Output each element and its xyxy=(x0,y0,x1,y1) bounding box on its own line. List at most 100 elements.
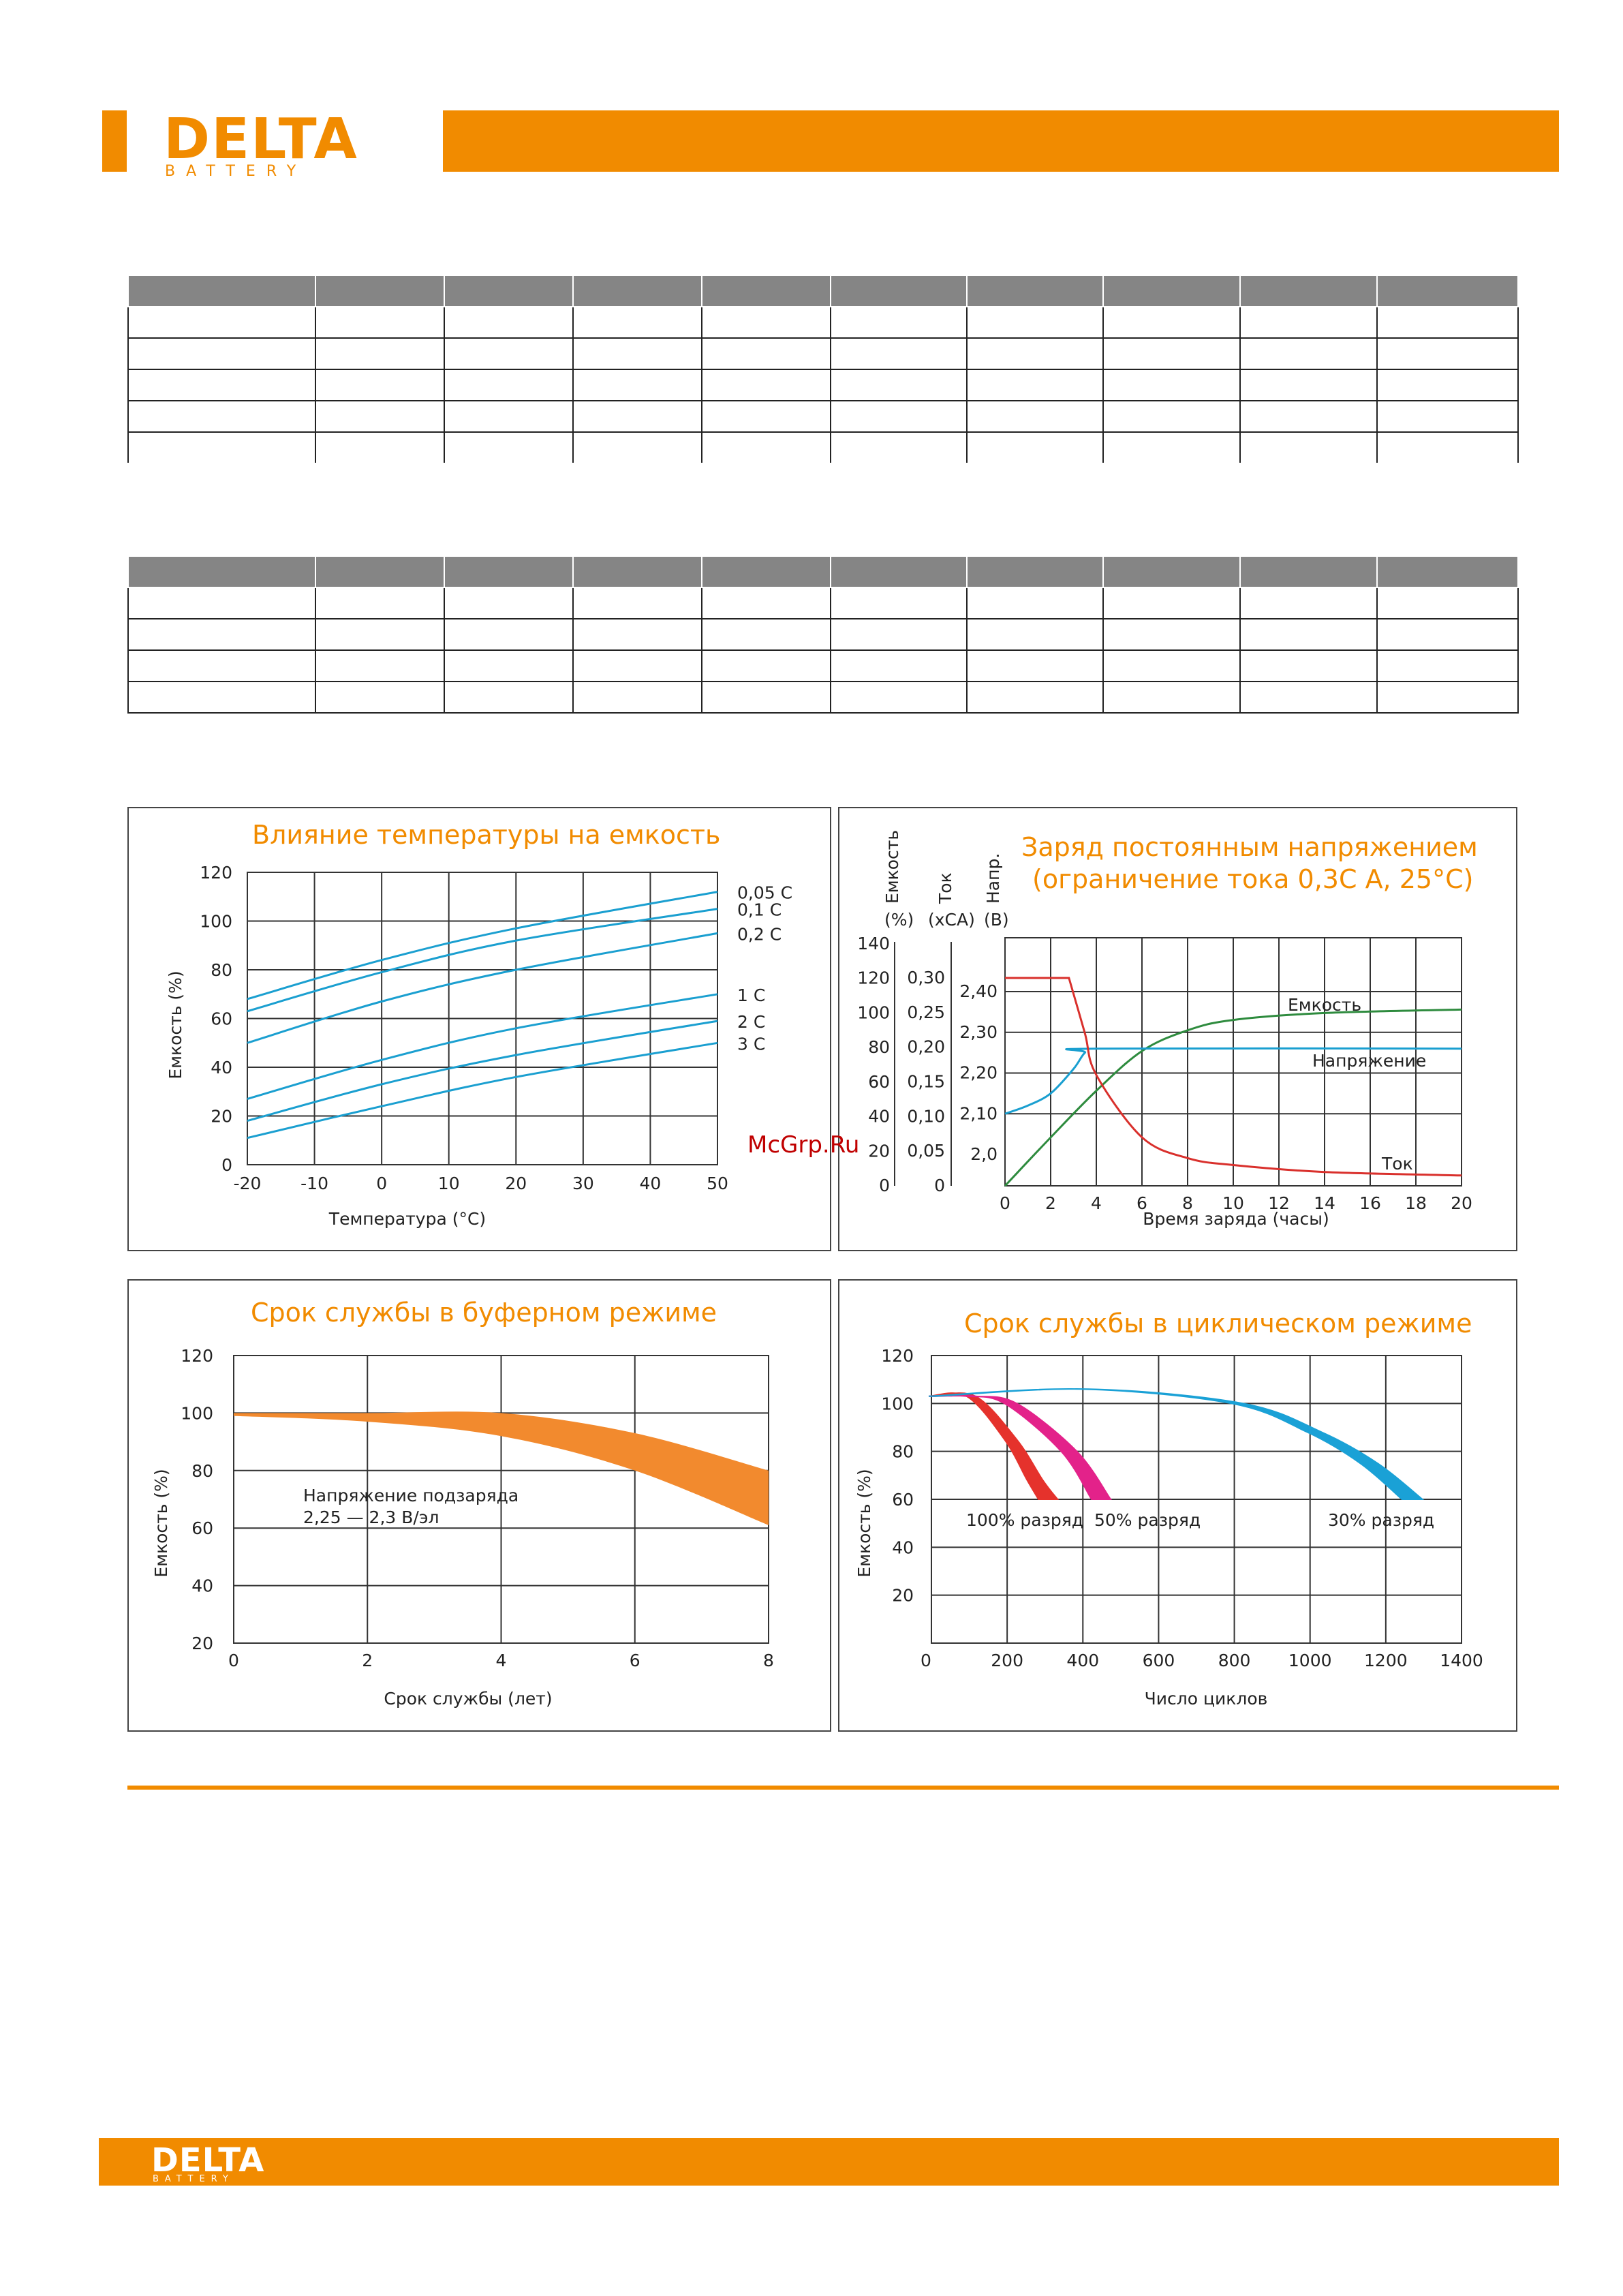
label-50: 50% разряд xyxy=(1094,1510,1201,1530)
table-row xyxy=(127,401,1519,433)
axis1-title: Емкость xyxy=(882,830,902,904)
current-tick-label: 0,20 xyxy=(907,1037,945,1057)
footer-bar xyxy=(99,2138,1559,2186)
series-label: 0,1 С xyxy=(737,900,782,920)
table-header-row xyxy=(127,275,1519,307)
x-tick-label: 10 xyxy=(1222,1193,1244,1213)
x-tick-label: 14 xyxy=(1314,1193,1335,1213)
y-tick-label: 60 xyxy=(211,1009,232,1029)
voltage-tick-label: 2,40 xyxy=(959,981,998,1001)
x-tick-label: 600 xyxy=(1143,1651,1175,1670)
delta-logo: DELTA BATTERY xyxy=(164,109,358,177)
voltage-tick-label: 2,30 xyxy=(959,1022,998,1042)
y-tick-label: 80 xyxy=(191,1461,213,1481)
logo-subtitle: BATTERY xyxy=(165,163,307,177)
logo-wordmark: DELTA xyxy=(164,109,358,172)
axis2-title: Ток xyxy=(936,872,955,904)
float-life-band xyxy=(234,1411,769,1525)
x-tick-label: 4 xyxy=(496,1651,507,1670)
cycle-curve-30 xyxy=(928,1388,1425,1500)
x-tick-label: 0 xyxy=(921,1651,931,1670)
capacity-tick-label: 100 xyxy=(857,1002,890,1022)
x-tick-label: 8 xyxy=(763,1651,774,1670)
series-label: 0,05 С xyxy=(737,883,792,903)
table-row xyxy=(127,619,1519,651)
label-30: 30% разряд xyxy=(1328,1510,1434,1530)
x-tick-label: 50 xyxy=(707,1174,728,1193)
x-tick-label: 4 xyxy=(1091,1193,1102,1213)
chart-title: Срок службы в буферном режиме xyxy=(251,1298,717,1328)
y-axis-label: Емкость (%) xyxy=(166,970,185,1079)
x-tick-label: 0 xyxy=(376,1174,387,1193)
temperature-series-line xyxy=(247,932,718,1044)
note-line2: 2,25 — 2,3 В/эл xyxy=(303,1507,439,1527)
current-tick-label: 0,05 xyxy=(907,1141,945,1161)
voltage-tick-label: 2,0 xyxy=(970,1144,998,1164)
label-100: 100% разряд xyxy=(966,1510,1083,1530)
table-row xyxy=(127,369,1519,401)
x-tick-label: 10 xyxy=(438,1174,460,1193)
chart-cycle-life-panel: Срок службы в циклическом режиме 0 200 400… xyxy=(838,1279,1517,1732)
table-header-row xyxy=(127,555,1519,588)
x-tick-label: 16 xyxy=(1359,1193,1381,1213)
legend-capacity: Емкость xyxy=(1288,995,1361,1015)
y-tick-label: 120 xyxy=(881,1346,914,1366)
temperature-series-line xyxy=(247,908,718,1013)
series-label: 0,2 С xyxy=(737,924,782,944)
series-label: 2 С xyxy=(737,1012,765,1032)
x-tick-label: 1400 xyxy=(1440,1651,1483,1670)
capacity-curve xyxy=(1004,1008,1462,1187)
current-tick-label: 0,30 xyxy=(907,968,945,988)
current-tick-label: 0 xyxy=(934,1176,945,1195)
y-tick-label: 0 xyxy=(221,1155,232,1175)
capacity-tick-label: 40 xyxy=(868,1107,890,1127)
x-tick-label: 1000 xyxy=(1288,1651,1332,1670)
y-tick-label: 120 xyxy=(181,1346,213,1366)
x-tick-label: 200 xyxy=(991,1651,1023,1670)
chart-float-life: Срок службы в буферном режиме 0 2 4 6 8 20 40 6… xyxy=(151,1298,774,1709)
axis2-unit: (хСА) xyxy=(928,910,975,930)
temperature-series-line xyxy=(247,993,718,1100)
temperature-series-line xyxy=(247,1041,718,1139)
x-tick-label: 1200 xyxy=(1364,1651,1408,1670)
axis3-unit: (В) xyxy=(984,910,1009,930)
chart-float-life-panel: Срок службы в буферном режиме 0 2 4 6 8 20 40 6… xyxy=(127,1279,831,1732)
chart-charge: Заряд постоянным напряжением (ограничени… xyxy=(857,830,1478,1229)
series-label: 1 С xyxy=(737,985,765,1005)
footer-logo: DELTA BATTERY xyxy=(151,2142,264,2184)
x-tick-label: 18 xyxy=(1405,1193,1427,1213)
header-left-mark xyxy=(102,110,127,172)
x-tick-label: 6 xyxy=(1137,1193,1147,1213)
voltage-curve xyxy=(1004,1047,1462,1115)
x-axis-label: Время заряда (часы) xyxy=(1143,1209,1329,1229)
table-row xyxy=(127,650,1519,682)
footer-logo-subtitle: BATTERY xyxy=(153,2174,234,2184)
table-row xyxy=(127,338,1519,370)
capacity-tick-label: 120 xyxy=(857,968,890,988)
cycle-curve-50 xyxy=(928,1395,1112,1500)
x-tick-label: 8 xyxy=(1182,1193,1193,1213)
chart-temperature: Влияние температуры на емкость -20 -10 0 10… xyxy=(166,820,792,1229)
chart-cycle-life: Срок службы в циклическом режиме 0 200 400… xyxy=(854,1308,1483,1709)
capacity-tick-label: 80 xyxy=(868,1037,890,1057)
series-label: 3 С xyxy=(737,1034,765,1054)
chart-title: Влияние температуры на емкость xyxy=(252,820,720,850)
x-tick-label: -10 xyxy=(300,1174,328,1193)
x-tick-label: 0 xyxy=(228,1651,239,1670)
y-tick-label: 40 xyxy=(892,1537,914,1557)
legend-current: Ток xyxy=(1381,1154,1413,1174)
x-tick-label: 0 xyxy=(1000,1193,1010,1213)
capacity-tick-label: 20 xyxy=(868,1141,890,1161)
axis1-unit: (%) xyxy=(884,910,914,930)
x-tick-label: 6 xyxy=(630,1651,640,1670)
x-tick-label: 2 xyxy=(362,1651,373,1670)
y-axis-label: Емкость (%) xyxy=(854,1469,874,1577)
capacity-tick-label: 140 xyxy=(857,934,890,953)
table-row xyxy=(127,682,1519,714)
y-tick-label: 60 xyxy=(892,1490,914,1510)
chart-title-line2: (ограничение тока 0,3С А, 25°С) xyxy=(1032,864,1473,894)
x-tick-label: 20 xyxy=(505,1174,527,1193)
y-tick-label: 80 xyxy=(892,1442,914,1462)
x-tick-label: 40 xyxy=(640,1174,662,1193)
temperature-series-line xyxy=(247,1020,718,1122)
